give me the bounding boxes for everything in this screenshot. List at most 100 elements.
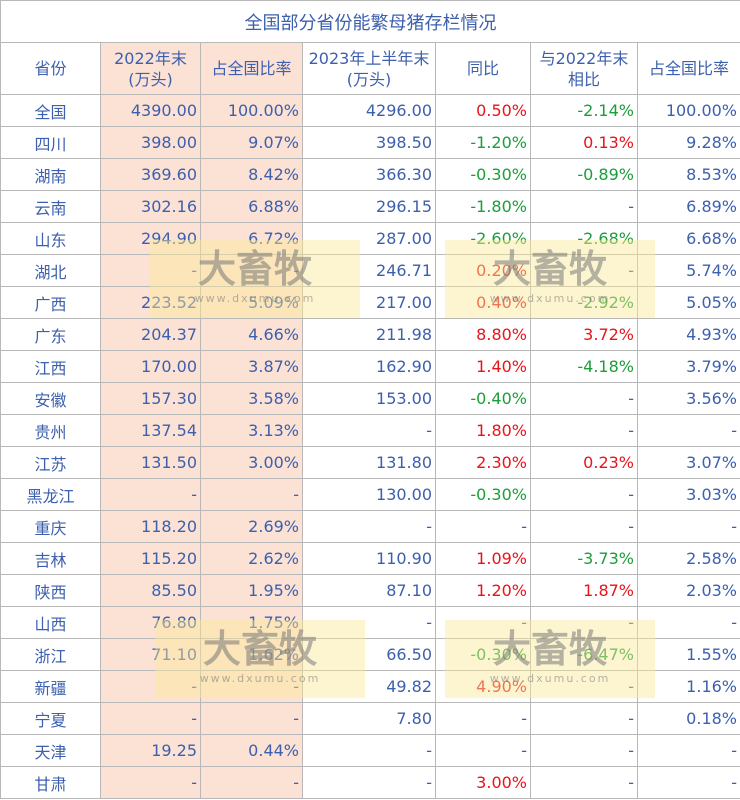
table-cell: 130.00 <box>302 478 436 511</box>
table-cell: 19.25 <box>100 734 201 767</box>
table-cell: -4.18% <box>530 350 638 383</box>
table-cell: 吉林 <box>0 542 101 575</box>
table-cell: - <box>302 606 436 639</box>
table-cell: 4390.00 <box>100 94 201 127</box>
table-cell: 131.50 <box>100 446 201 479</box>
table-cell: - <box>435 702 531 735</box>
table-cell: - <box>302 510 436 543</box>
table-cell: - <box>200 254 303 287</box>
table-cell: 1.16% <box>637 670 740 703</box>
table-cell: 85.50 <box>100 574 201 607</box>
table-cell: -2.92% <box>530 286 638 319</box>
table-cell: 1.75% <box>200 606 303 639</box>
table-cell: 6.68% <box>637 222 740 255</box>
table-cell: 黑龙江 <box>0 478 101 511</box>
table-cell: 5.05% <box>637 286 740 319</box>
table-cell: 3.03% <box>637 478 740 511</box>
table-cell: - <box>302 414 436 447</box>
table-cell: 157.30 <box>100 382 201 415</box>
table-cell: 2.58% <box>637 542 740 575</box>
table-cell: 2.30% <box>435 446 531 479</box>
table-cell: - <box>435 606 531 639</box>
table-cell: - <box>302 734 436 767</box>
table-cell: 贵州 <box>0 414 101 447</box>
table-cell: 369.60 <box>100 158 201 191</box>
table-cell: 山西 <box>0 606 101 639</box>
table-cell: -0.40% <box>435 382 531 415</box>
table-cell: 宁夏 <box>0 702 101 735</box>
table-cell: -0.30% <box>435 158 531 191</box>
table-cell: 4.90% <box>435 670 531 703</box>
table-cell: - <box>530 478 638 511</box>
table-cell: 153.00 <box>302 382 436 415</box>
table-row: 重庆 118.20 2.69% - - - - <box>0 510 740 543</box>
table-cell: - <box>530 702 638 735</box>
table-cell: - <box>435 510 531 543</box>
table-cell: - <box>200 670 303 703</box>
table-cell: 1.62% <box>200 638 303 671</box>
table-cell: -1.20% <box>435 126 531 159</box>
table-title: 全国部分省份能繁母猪存栏情况 <box>0 0 740 43</box>
table-row: 湖北 - -246.71 0.20% -5.74% <box>0 254 740 287</box>
table-cell: 0.40% <box>435 286 531 319</box>
table-cell: - <box>637 510 740 543</box>
table-cell: 0.18% <box>637 702 740 735</box>
table-row: 天津 19.25 0.44% - - - - <box>0 734 740 767</box>
table-cell: 8.53% <box>637 158 740 191</box>
table-cell: 3.56% <box>637 382 740 415</box>
table-cell: 3.72% <box>530 318 638 351</box>
table-cell: 398.50 <box>302 126 436 159</box>
table-row: 山西 76.80 1.75% - - - - <box>0 606 740 639</box>
table-cell: 217.00 <box>302 286 436 319</box>
table-cell: - <box>200 702 303 735</box>
table-cell: - <box>530 766 638 799</box>
table-cell: 0.23% <box>530 446 638 479</box>
table-row: 黑龙江 - -130.00 -0.30% -3.03% <box>0 478 740 511</box>
table-cell: 366.30 <box>302 158 436 191</box>
table-cell: - <box>637 606 740 639</box>
table-cell: 3.58% <box>200 382 303 415</box>
table-row: 甘肃 - - -3.00% - - <box>0 766 740 799</box>
table-cell: 87.10 <box>302 574 436 607</box>
table-cell: 3.00% <box>435 766 531 799</box>
table-row: 山东 294.90 6.72% 287.00 -2.60% -2.68% 6.68% <box>0 222 740 255</box>
table-cell: 49.82 <box>302 670 436 703</box>
table-cell: 246.71 <box>302 254 436 287</box>
table-cell: 全国 <box>0 94 101 127</box>
table-cell: 8.42% <box>200 158 303 191</box>
table-cell: - <box>530 254 638 287</box>
table-cell: 211.98 <box>302 318 436 351</box>
table-cell: 9.28% <box>637 126 740 159</box>
table-cell: - <box>302 766 436 799</box>
table-cell: 江西 <box>0 350 101 383</box>
table-cell: 100.00% <box>200 94 303 127</box>
table-cell: - <box>200 478 303 511</box>
table-row: 宁夏 - -7.80- -0.18% <box>0 702 740 735</box>
table-cell: 陕西 <box>0 574 101 607</box>
table-cell: 0.20% <box>435 254 531 287</box>
table-row: 安徽 157.30 3.58% 153.00 -0.40% -3.56% <box>0 382 740 415</box>
table-cell: - <box>637 766 740 799</box>
table-cell: - <box>100 670 201 703</box>
table-cell: 安徽 <box>0 382 101 415</box>
table-cell: 302.16 <box>100 190 201 223</box>
table-row: 广西 223.52 5.09% 217.00 0.40% -2.92% 5.05% <box>0 286 740 319</box>
table-cell: 9.07% <box>200 126 303 159</box>
table-cell: 0.50% <box>435 94 531 127</box>
table-cell: 223.52 <box>100 286 201 319</box>
table-cell: 131.80 <box>302 446 436 479</box>
table-cell: 甘肃 <box>0 766 101 799</box>
table-cell: 115.20 <box>100 542 201 575</box>
table-cell: 6.88% <box>200 190 303 223</box>
table-cell: 四川 <box>0 126 101 159</box>
table-cell: -3.73% <box>530 542 638 575</box>
table-cell: 2.69% <box>200 510 303 543</box>
table-cell: 2.03% <box>637 574 740 607</box>
table-row: 湖南 369.60 8.42% 366.30 -0.30% -0.89% 8.53% <box>0 158 740 191</box>
table-cell: 6.89% <box>637 190 740 223</box>
table-cell: -0.30% <box>435 638 531 671</box>
table-cell: 204.37 <box>100 318 201 351</box>
table-cell: 294.90 <box>100 222 201 255</box>
table-cell: 76.80 <box>100 606 201 639</box>
table-cell: 1.87% <box>530 574 638 607</box>
